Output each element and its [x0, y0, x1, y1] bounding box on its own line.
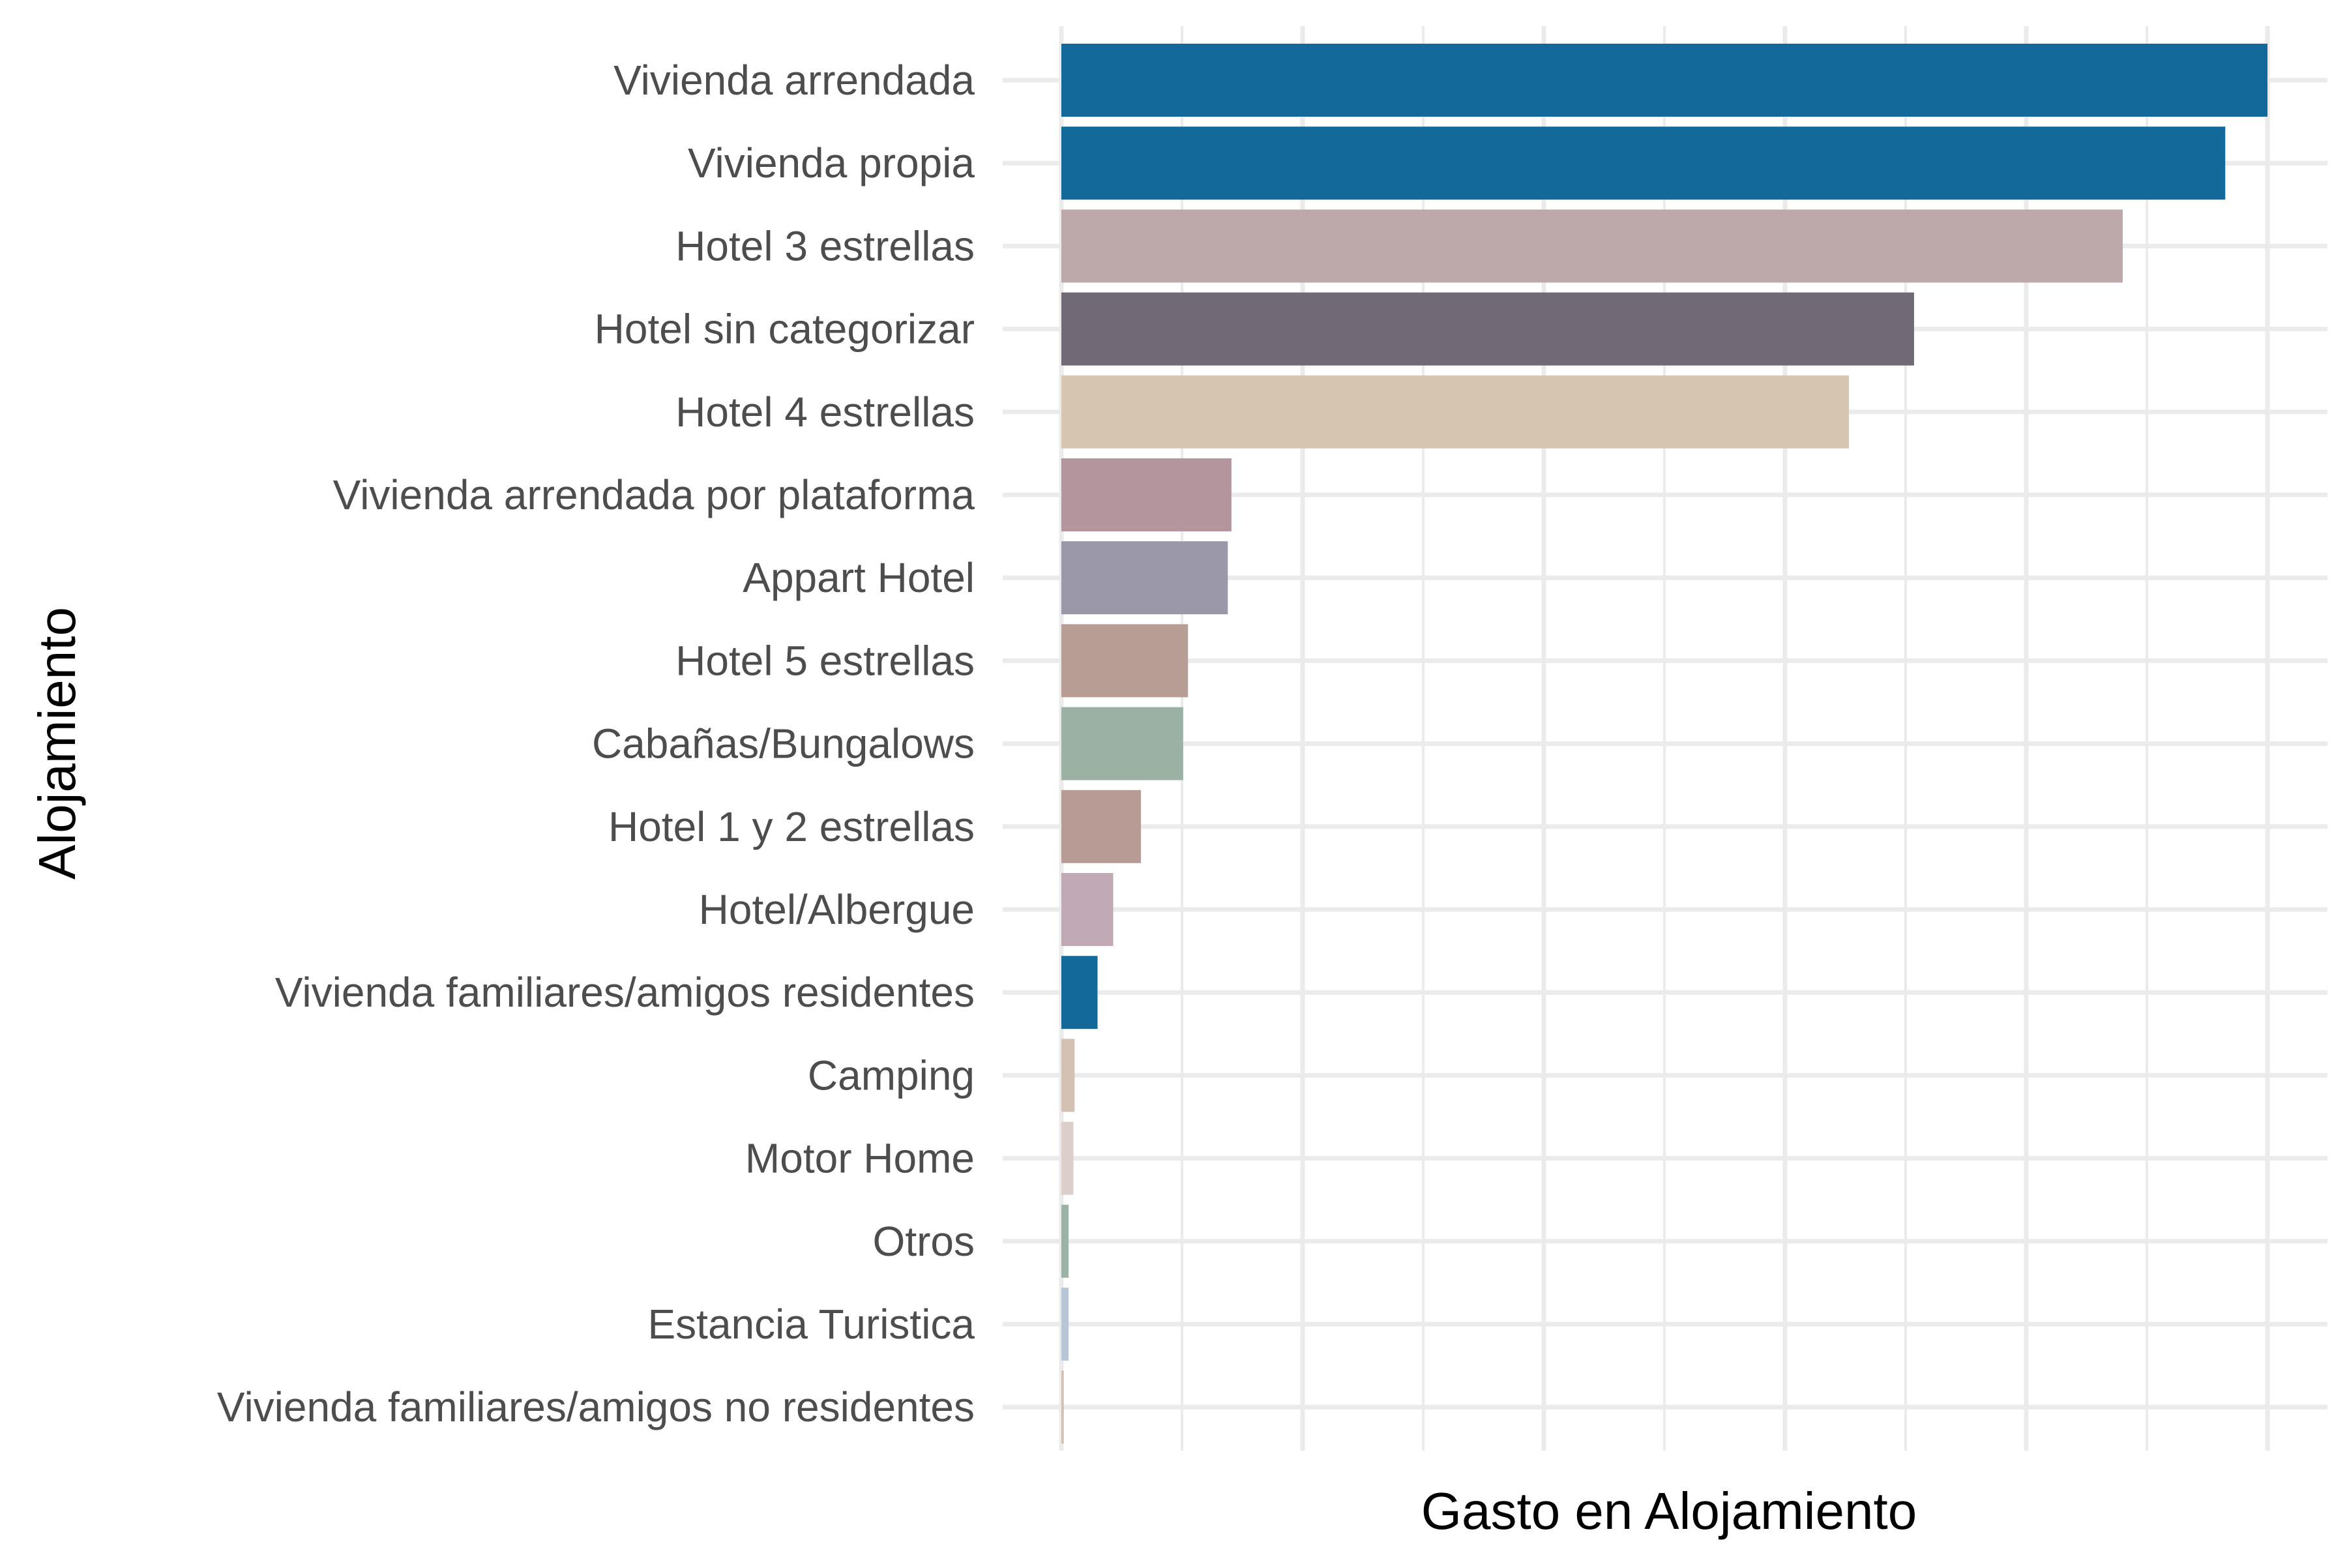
category-tick-label: Vivienda familiares/amigos no residentes	[217, 1383, 975, 1430]
bar	[1061, 209, 2123, 283]
category-tick-label: Vivienda arrendada por plataforma	[333, 471, 975, 518]
bar	[1061, 1370, 1064, 1444]
category-tick-label: Appart Hotel	[743, 554, 975, 601]
bar	[1061, 126, 2226, 200]
bar	[1061, 44, 2267, 117]
bar	[1061, 873, 1114, 946]
bar	[1061, 541, 1228, 615]
category-tick-label: Camping	[808, 1052, 975, 1099]
bar	[1061, 624, 1188, 698]
bar	[1061, 1288, 1069, 1361]
category-tick-label: Cabañas/Bungalows	[592, 720, 975, 767]
bar	[1061, 292, 1914, 366]
bar	[1061, 1039, 1075, 1112]
category-tick-label: Estancia Turistica	[647, 1301, 975, 1348]
bar	[1061, 956, 1098, 1029]
category-tick-label: Vivienda arrendada	[613, 57, 975, 104]
category-tick-label: Vivienda familiares/amigos residentes	[275, 969, 975, 1016]
category-tick-label: Hotel sin categorizar	[595, 306, 975, 353]
bar	[1061, 458, 1232, 531]
x-axis-title: Gasto en Alojamiento	[1421, 1482, 1917, 1540]
bar	[1061, 790, 1142, 863]
bar	[1061, 1121, 1074, 1195]
category-tick-label: Hotel 1 y 2 estrellas	[608, 803, 975, 850]
category-tick-label: Motor Home	[745, 1135, 975, 1182]
bar	[1061, 707, 1183, 780]
category-tick-label: Hotel 5 estrellas	[675, 637, 975, 684]
category-tick-label: Hotel/Albergue	[699, 886, 975, 933]
category-tick-label: Otros	[873, 1218, 975, 1265]
category-tick-label: Hotel 3 estrellas	[675, 222, 975, 269]
category-labels: Vivienda arrendada Vivienda propia Hotel 3…	[217, 57, 975, 1430]
bars	[1061, 44, 2267, 1444]
category-tick-label: Vivienda propia	[688, 140, 975, 186]
bar	[1061, 375, 1850, 449]
y-axis-title: Alojamiento	[28, 607, 86, 880]
bar	[1061, 1204, 1069, 1278]
category-tick-label: Hotel 4 estrellas	[675, 389, 975, 436]
